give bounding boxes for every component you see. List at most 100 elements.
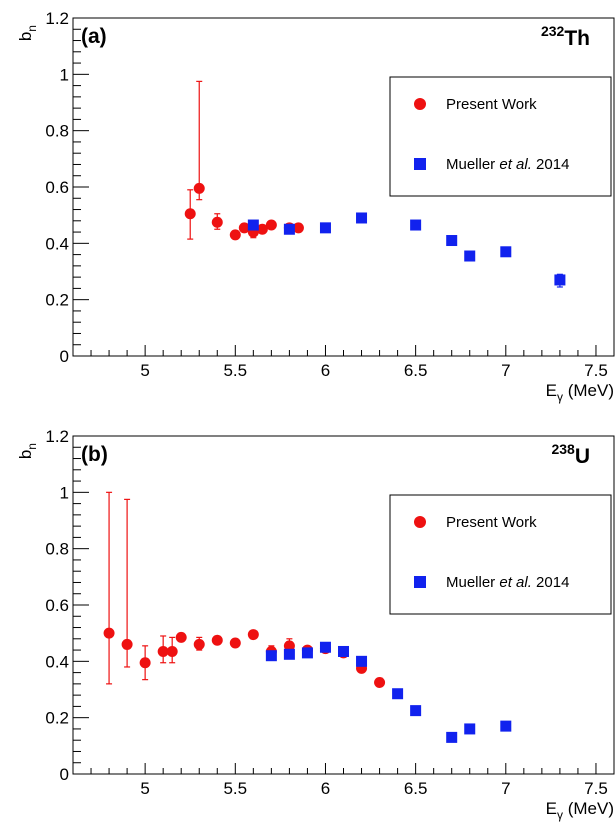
- x-axis-title: Eγ (MeV): [546, 799, 614, 822]
- chart-panel-2: 00.20.40.60.811.25 5.5 6 6.5 7 7.5Eγ (MeV)bn(…: [16, 427, 615, 822]
- data-point: [184, 208, 196, 220]
- y-tick-label: 0: [60, 347, 69, 366]
- data-point: [193, 182, 205, 194]
- x-tick-label: 7: [501, 779, 510, 798]
- legend-box: [389, 76, 612, 197]
- x-tick-label: 7.5: [584, 361, 608, 380]
- y-axis-title-sub: n: [25, 25, 39, 32]
- legend-marker-circle: [414, 516, 426, 528]
- legend-label-part: 2014: [532, 156, 570, 173]
- data-point: [211, 634, 223, 646]
- panel-label: (b): [81, 443, 108, 466]
- panel-label: (a): [81, 25, 107, 48]
- legend-marker-square: [414, 576, 426, 588]
- data-point: [301, 647, 313, 659]
- y-tick-label: 0: [60, 765, 69, 784]
- series-present-work: [184, 80, 304, 241]
- data-point: [554, 274, 566, 286]
- y-tick-label: 0.2: [45, 709, 69, 728]
- legend-marker-circle: [414, 98, 426, 110]
- data-point: [238, 222, 250, 234]
- y-axis-title-sub: n: [25, 443, 39, 450]
- data-point: [166, 645, 178, 657]
- y-tick-label: 0.4: [45, 652, 69, 671]
- legend-label: Mueller et al. 2014: [446, 156, 569, 173]
- data-point: [229, 637, 241, 649]
- nucleus-symbol: U: [575, 445, 590, 468]
- data-point: [446, 235, 458, 247]
- legend-label-part: Mueller: [446, 574, 499, 591]
- nucleus-mass-number: 238: [551, 441, 575, 457]
- legend-box: [389, 494, 612, 615]
- data-point: [374, 676, 386, 688]
- legend-label: Present Work: [446, 96, 537, 113]
- data-point: [247, 219, 259, 231]
- x-tick-label: 7: [501, 361, 510, 380]
- data-point: [500, 720, 512, 732]
- data-point: [356, 655, 368, 667]
- legend: Present Work Mueller et al. 2014: [389, 494, 612, 615]
- y-tick-label: 1: [60, 65, 69, 84]
- data-point: [319, 641, 331, 653]
- data-point: [392, 688, 404, 700]
- y-tick-label: 1.2: [45, 9, 69, 28]
- y-tick-label: 0.8: [45, 540, 69, 559]
- legend-label-part: et al.: [499, 574, 532, 591]
- legend-label-part: Mueller: [446, 156, 499, 173]
- x-axis-title-rest: (MeV): [563, 381, 614, 400]
- nucleus-label: 238U: [551, 441, 590, 468]
- data-point: [338, 645, 349, 657]
- y-axis-title-main: b: [16, 450, 35, 459]
- x-tick-label: 5.5: [223, 779, 247, 798]
- series-mueller: [265, 641, 512, 743]
- x-tick-label: 6: [321, 361, 330, 380]
- data-point: [410, 705, 422, 717]
- data-point: [265, 650, 277, 662]
- data-point: [139, 657, 151, 669]
- data-point: [103, 627, 115, 639]
- series-present-work: [103, 491, 386, 688]
- legend-label-part: 2014: [532, 574, 570, 591]
- x-axis-title-main: E: [546, 381, 557, 400]
- y-tick-label: 0.4: [45, 234, 69, 253]
- data-point: [256, 223, 268, 235]
- data-point: [283, 223, 295, 235]
- data-point: [157, 645, 169, 657]
- data-point: [410, 219, 422, 231]
- x-axis-title-main: E: [546, 799, 557, 818]
- y-axis-title: bn: [16, 443, 39, 459]
- legend-label-part: et al.: [499, 156, 532, 173]
- data-point: [464, 723, 476, 735]
- legend-label: Mueller et al. 2014: [446, 574, 569, 591]
- data-point: [500, 246, 512, 258]
- chart-panel-1: 00.20.40.60.811.25 5.5 6 6.5 7 7.5Eγ (MeV)bn(…: [16, 9, 615, 404]
- nucleus-symbol: Th: [564, 27, 590, 50]
- x-tick-label: 5: [140, 361, 149, 380]
- y-axis-title-main: b: [16, 32, 35, 41]
- data-point: [356, 212, 368, 224]
- x-axis-title-rest: (MeV): [563, 799, 614, 818]
- x-axis-title: Eγ (MeV): [546, 381, 614, 404]
- data-point: [283, 640, 295, 652]
- x-tick-label: 6: [321, 779, 330, 798]
- nucleus-mass-number: 232: [541, 23, 565, 39]
- legend-marker-square: [414, 158, 426, 170]
- y-axis-title: bn: [16, 25, 39, 41]
- x-tick-label: 7.5: [584, 779, 608, 798]
- legend-label: Present Work: [446, 514, 537, 531]
- x-axis-title-sub: γ: [557, 390, 563, 404]
- data-point: [292, 222, 304, 234]
- series-mueller: [247, 212, 566, 288]
- data-point: [229, 229, 241, 241]
- data-point: [193, 638, 205, 650]
- data-point: [175, 631, 187, 643]
- legend: Present Work Mueller et al. 2014: [389, 76, 612, 197]
- x-tick-label: 5: [140, 779, 149, 798]
- y-tick-label: 0.6: [45, 178, 69, 197]
- data-point: [211, 216, 223, 228]
- data-point: [247, 629, 259, 641]
- y-tick-label: 0.2: [45, 291, 69, 310]
- x-tick-label: 6.5: [404, 779, 428, 798]
